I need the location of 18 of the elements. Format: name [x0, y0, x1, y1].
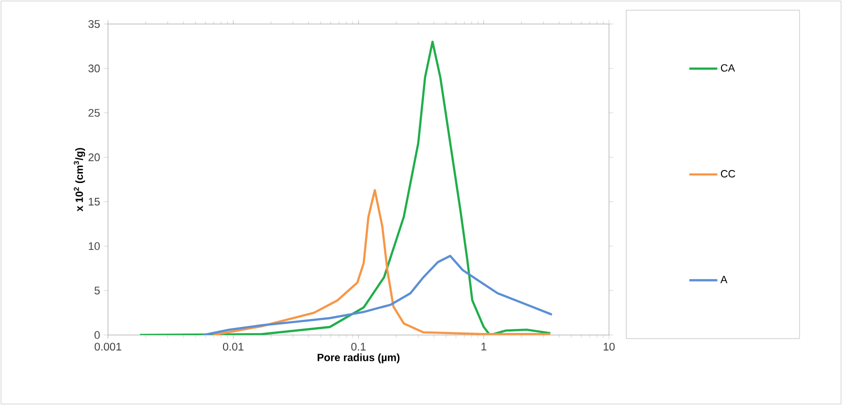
y-axis-title: x 10$^{2}$ (cm$^{3}$/g): [74, 148, 86, 212]
y-tick-label: 25: [88, 108, 100, 117]
y-tick-label: 20: [88, 153, 100, 162]
legend-label: A: [720, 276, 728, 284]
legend-label: CC: [720, 170, 736, 178]
x-tick-label: 0.1: [351, 342, 366, 351]
y-tick-label: 30: [88, 64, 100, 72]
y-tick-label: 35: [88, 20, 100, 28]
y-tick-label: 5: [94, 286, 100, 294]
x-tick-label: 1: [482, 342, 486, 350]
y-tick-label: 10: [88, 242, 100, 250]
legend-label: CA: [720, 64, 735, 72]
x-tick-label: 0.001: [94, 342, 122, 351]
x-axis-title: Pore radius (µm): [318, 353, 400, 364]
x-tick-label: 0.01: [222, 342, 244, 351]
x-tick-label: 10: [604, 342, 615, 351]
y-tick-label: 0: [94, 331, 100, 339]
y-tick-label: 15: [88, 198, 100, 206]
